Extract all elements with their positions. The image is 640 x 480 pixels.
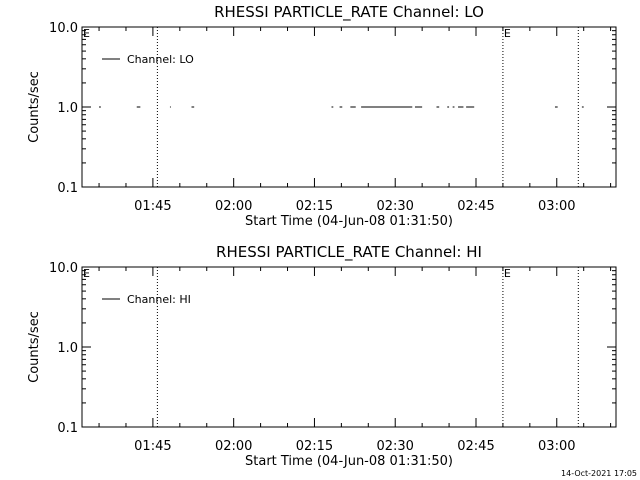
- y-axis-label: Counts/sec: [27, 71, 42, 143]
- x-tick-label: 03:00: [538, 439, 575, 454]
- x-axis-label: Start Time (04-Jun-08 01:31:50): [245, 454, 453, 469]
- x-tick-label: 01:45: [134, 439, 171, 454]
- x-tick-label: 02:00: [215, 199, 252, 214]
- x-tick-label: 01:45: [134, 199, 171, 214]
- x-tick-label: 02:45: [457, 439, 494, 454]
- event-marker: E: [504, 267, 511, 280]
- event-marker: E: [83, 267, 90, 280]
- legend-label: Channel: HI: [127, 293, 191, 306]
- x-tick-label: 02:30: [376, 439, 413, 454]
- y-axis-label: Counts/sec: [27, 311, 42, 383]
- event-marker: E: [504, 27, 511, 40]
- x-tick-label: 03:00: [538, 199, 575, 214]
- x-tick-label: 02:15: [296, 439, 333, 454]
- plot-frame: [81, 26, 617, 188]
- y-tick-label: 10.0: [49, 261, 78, 276]
- y-tick-label: 0.1: [57, 181, 78, 196]
- x-tick-label: 02:00: [215, 439, 252, 454]
- legend-label: Channel: LO: [127, 53, 194, 66]
- chart-panel-2: RHESSI PARTICLE_RATE Channel: HI 0.1 1.0 10…: [27, 243, 617, 469]
- chart-panel-1: RHESSI PARTICLE_RATE Channel: LO 0.1 1.0 10…: [27, 3, 617, 229]
- timestamp: 14-Oct-2021 17:05: [561, 469, 637, 478]
- event-marker: E: [83, 27, 90, 40]
- plot-frame: [81, 266, 617, 428]
- x-axis-label: Start Time (04-Jun-08 01:31:50): [245, 214, 453, 229]
- y-tick-label: 1.0: [57, 101, 78, 116]
- y-tick-label: 10.0: [49, 21, 78, 36]
- y-tick-label: 1.0: [57, 341, 78, 356]
- x-tick-label: 02:30: [376, 199, 413, 214]
- x-tick-label: 02:15: [296, 199, 333, 214]
- chart-title: RHESSI PARTICLE_RATE Channel: LO: [214, 3, 484, 22]
- x-tick-label: 02:45: [457, 199, 494, 214]
- chart-title: RHESSI PARTICLE_RATE Channel: HI: [216, 243, 482, 262]
- y-tick-label: 0.1: [57, 421, 78, 436]
